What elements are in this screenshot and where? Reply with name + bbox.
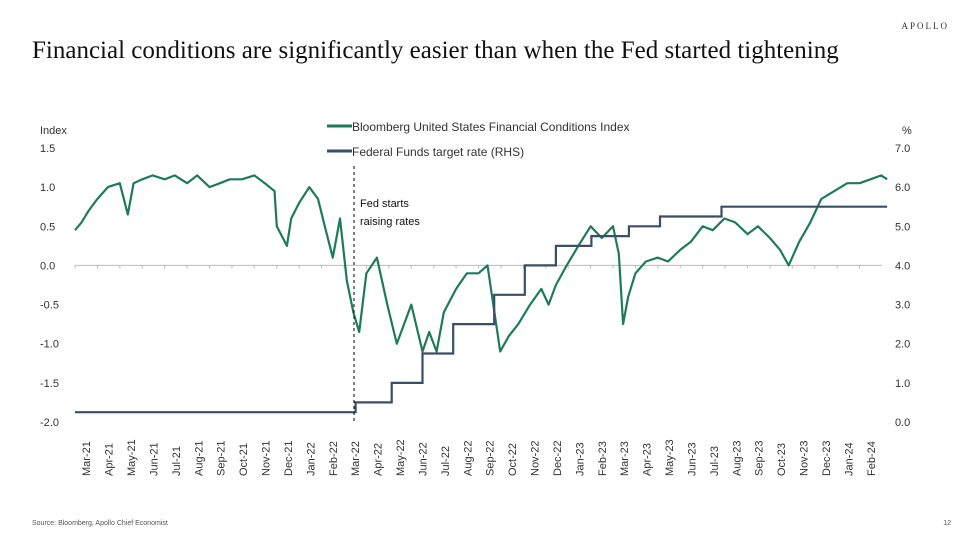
x-tick-label: May-22 [395, 439, 407, 476]
x-tick-label: Feb-24 [866, 441, 878, 476]
x-tick-label: Sep-23 [754, 441, 766, 476]
left-tick-label: -1.0 [40, 339, 59, 351]
right-tick-label: 5.0 [895, 221, 910, 233]
x-tick-label: Jul-21 [171, 446, 183, 476]
x-tick-label: Dec-21 [283, 441, 295, 476]
x-tick-label: May-21 [126, 439, 138, 476]
left-tick-label: 1.0 [40, 182, 55, 194]
x-tick-label: Oct-22 [507, 443, 519, 476]
series-line-fci [74, 174, 888, 353]
left-axis-label: Index [40, 125, 67, 137]
legend-label: Bloomberg United States Financial Condit… [352, 120, 630, 134]
brand-logo: APOLLO [901, 21, 949, 31]
x-tick-label: Dec-23 [821, 441, 833, 476]
source-note: Source: Bloomberg, Apollo Chief Economis… [32, 520, 168, 527]
legend-label: Federal Funds target rate (RHS) [352, 145, 524, 159]
x-tick-label: Nov-23 [799, 441, 811, 476]
x-tick-label: Aug-23 [731, 441, 743, 476]
x-tick-label: May-23 [664, 439, 676, 476]
left-tick-label: 0.0 [40, 260, 55, 272]
right-tick-label: 7.0 [895, 143, 910, 155]
x-tick-label: Oct-21 [238, 443, 250, 476]
x-tick-label: Jan-24 [843, 442, 855, 476]
right-tick-label: 6.0 [895, 182, 910, 194]
x-tick-label: Apr-23 [642, 443, 654, 476]
right-tick-label: 2.0 [895, 339, 910, 351]
x-tick-label: Aug-22 [462, 441, 474, 476]
left-tick-label: -1.5 [40, 378, 59, 390]
x-tick-label: Jun-22 [417, 442, 429, 476]
annotation-text: raising rates [360, 216, 420, 228]
right-axis-label: % [902, 125, 912, 137]
x-tick-label: Nov-21 [261, 441, 273, 476]
x-tick-label: Jan-23 [574, 442, 586, 476]
right-tick-label: 3.0 [895, 300, 910, 312]
annotation-text: Fed starts [360, 198, 409, 210]
page-number: 12 [943, 520, 951, 527]
left-tick-label: -0.5 [40, 300, 59, 312]
x-tick-label: Aug-21 [193, 441, 205, 476]
x-tick-label: Oct-23 [776, 443, 788, 476]
x-tick-label: Mar-21 [81, 441, 93, 476]
x-tick-label: Jul-23 [709, 446, 721, 476]
x-tick-label: Jan-22 [305, 442, 317, 476]
x-tick-label: Apr-21 [104, 443, 116, 476]
series-line-fed-funds [75, 205, 888, 414]
chart-title: Financial conditions are significantly e… [32, 37, 839, 64]
x-tick-label: Apr-22 [373, 443, 385, 476]
x-tick-label: Mar-22 [350, 441, 362, 476]
right-tick-label: 4.0 [895, 260, 910, 272]
right-tick-label: 1.0 [895, 378, 910, 390]
x-tick-label: Jun-23 [686, 442, 698, 476]
x-tick-label: Mar-23 [619, 441, 631, 476]
left-tick-label: 1.5 [40, 143, 55, 155]
left-tick-label: 0.5 [40, 221, 55, 233]
x-tick-label: Dec-22 [552, 441, 564, 476]
right-tick-label: 0.0 [895, 417, 910, 429]
x-tick-label: Jul-22 [440, 446, 452, 476]
x-tick-label: Sep-22 [485, 441, 497, 476]
left-tick-label: -2.0 [40, 417, 59, 429]
x-tick-label: Feb-22 [328, 441, 340, 476]
x-tick-label: Sep-21 [216, 441, 228, 476]
x-tick-label: Nov-22 [530, 441, 542, 476]
x-tick-label: Jun-21 [148, 442, 160, 476]
x-tick-label: Feb-23 [597, 441, 609, 476]
